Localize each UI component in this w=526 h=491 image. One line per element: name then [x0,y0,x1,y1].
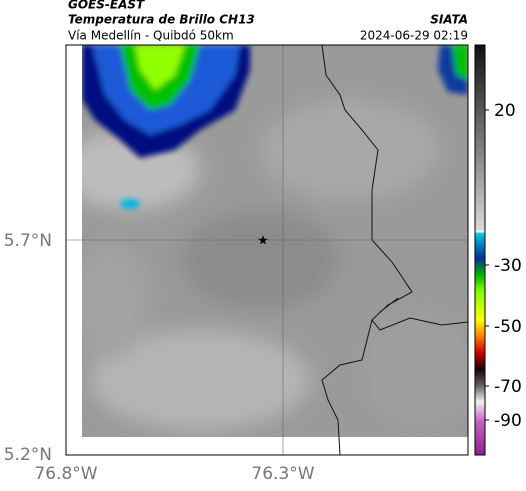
colorbar-label: -30 [494,256,522,276]
lon-label: 76.8°W [34,464,97,484]
datetime: 2024-06-29 02:19 [360,29,468,43]
source: SIATA [430,13,468,27]
colorbar-label: -50 [494,317,522,337]
lon-label: 76.3°W [251,464,314,484]
location-star: ★ [257,234,269,249]
title: Temperatura de Brillo CH13 [68,13,255,27]
satellite-image [82,45,468,437]
lat-label: 5.2°N [4,445,52,465]
map-frame [65,44,469,456]
border-line [321,44,469,456]
lat-label: 5.7°N [4,231,52,251]
colorbar [474,44,486,456]
colorbar-label: -90 [494,411,522,431]
subtitle: Vía Medellín - Quibdó 50km [68,29,234,43]
colorbar-label: -70 [494,377,522,397]
product: GOES-EAST [68,0,145,12]
colorbar-label: 20 [494,101,516,121]
colorbar-ticks: 20 -30 -50 -70 -90 [485,101,522,431]
